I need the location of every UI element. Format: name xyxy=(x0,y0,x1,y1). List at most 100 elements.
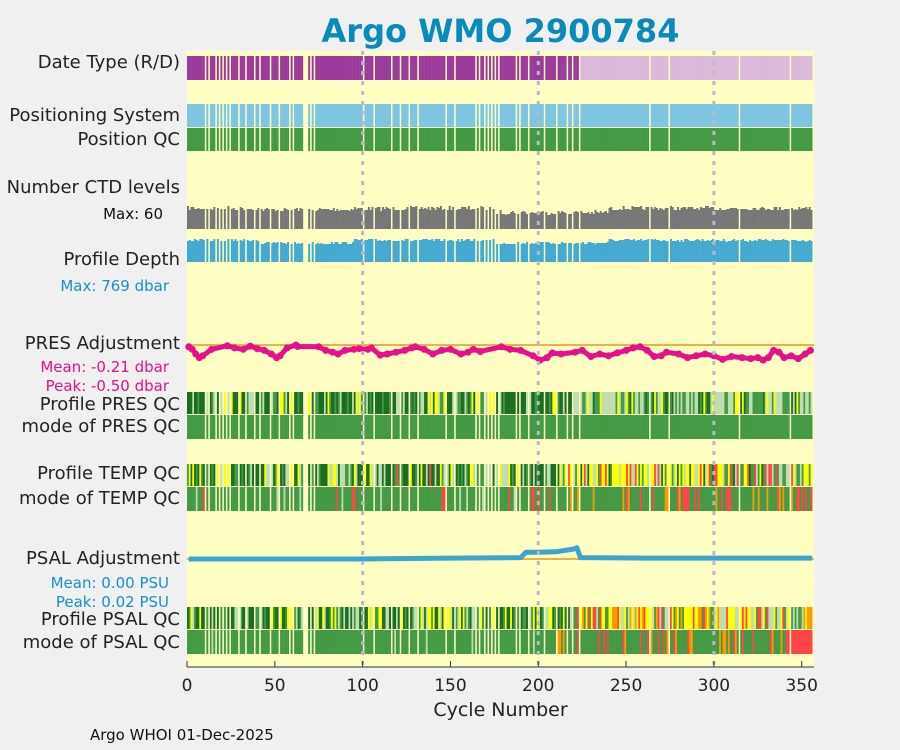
position-qc-bar xyxy=(297,128,300,151)
pres-qc-bar xyxy=(617,392,620,414)
date-type-bar xyxy=(726,56,729,80)
temp-qc-bar xyxy=(705,464,708,486)
position-qc-bar xyxy=(420,128,423,151)
profile-depth-max-note: Max: 769 dbar xyxy=(60,277,169,295)
temp-mode-bar xyxy=(446,487,449,511)
profile-depth-bar xyxy=(770,241,773,262)
psal-mode-bar xyxy=(438,630,441,654)
profile-depth-bar xyxy=(320,243,323,262)
pres-mode-bar xyxy=(641,415,644,439)
pres-mode-bar xyxy=(522,415,525,439)
temp-mode-bar xyxy=(525,487,528,511)
temp-qc-bar xyxy=(787,464,790,486)
psal-mode-bar xyxy=(257,630,260,654)
positioning-system-bar xyxy=(504,104,507,127)
temp-qc-bar xyxy=(311,464,314,486)
psal-mode-bar xyxy=(805,630,808,654)
positioning-system-bar xyxy=(327,104,330,127)
position-qc-bar xyxy=(603,128,606,151)
ctd-levels-bar xyxy=(353,207,356,229)
pres-mode-bar xyxy=(773,415,776,439)
pres-qc-bar xyxy=(682,392,685,414)
ctd-levels-bar xyxy=(446,210,449,229)
profile-depth-bar xyxy=(682,242,685,262)
date-type-bar xyxy=(255,56,258,80)
ctd-levels-bar xyxy=(383,209,386,229)
position-qc-bar xyxy=(374,128,377,151)
psal-mode-bar xyxy=(517,630,520,654)
ctd-levels-bar xyxy=(562,212,565,229)
profile-depth-bar xyxy=(513,244,516,262)
psal-mode-bar xyxy=(385,630,388,654)
ctd-levels-bar xyxy=(223,209,226,229)
temp-qc-bar xyxy=(251,464,254,486)
psal-mode-bar xyxy=(548,630,551,654)
pres-mode-bar xyxy=(787,415,790,439)
psal-qc-bar xyxy=(227,607,230,629)
ctd-levels-bar xyxy=(803,208,806,229)
ctd-levels-bar xyxy=(285,209,288,229)
pres-qc-bar xyxy=(450,392,453,414)
temp-qc-bar xyxy=(260,464,263,486)
position-qc-bar xyxy=(662,128,665,151)
pres-mode-bar xyxy=(613,415,616,439)
pres-mode-bar xyxy=(763,415,766,439)
pres-qc-bar xyxy=(696,392,699,414)
date-type-bar xyxy=(669,56,672,80)
pres-mode-bar xyxy=(480,415,483,439)
positioning-system-bar xyxy=(271,104,274,127)
pres-qc-bar xyxy=(615,392,618,414)
pres-qc-bar xyxy=(734,392,737,414)
temp-qc-bar xyxy=(211,464,214,486)
pres-mode-bar xyxy=(576,415,579,439)
pres-mode-bar xyxy=(733,415,736,439)
profile-depth-bar xyxy=(457,239,460,262)
date-type-bar xyxy=(673,56,676,80)
pres-qc-bar xyxy=(547,392,550,414)
temp-mode-bar xyxy=(397,487,400,511)
temp-qc-bar xyxy=(708,464,711,486)
position-qc-bar xyxy=(803,128,806,151)
temp-mode-bar xyxy=(374,487,377,511)
temp-mode-bar xyxy=(634,487,637,511)
pres-mode-bar xyxy=(708,415,711,439)
position-qc-bar xyxy=(327,128,330,151)
pres-adjustment-point xyxy=(684,354,692,362)
pres-qc-bar xyxy=(559,392,562,414)
temp-mode-bar xyxy=(799,487,802,511)
profile-depth-bar xyxy=(192,241,195,262)
pres-qc-bar xyxy=(241,392,244,414)
psal-qc-bar xyxy=(590,607,593,629)
ctd-levels-bar xyxy=(596,212,599,229)
ctd-levels-bar xyxy=(634,207,637,229)
pres-qc-bar xyxy=(427,392,430,414)
date-type-bar xyxy=(805,56,808,80)
x-tick-label: 250 xyxy=(610,676,642,696)
profile-depth-bar xyxy=(805,242,808,262)
position-qc-bar xyxy=(638,128,641,151)
ctd-levels-bar xyxy=(473,209,476,229)
temp-mode-bar xyxy=(750,487,753,511)
pres-qc-bar xyxy=(320,392,323,414)
date-type-bar xyxy=(650,56,653,80)
positioning-system-bar xyxy=(810,104,813,127)
date-type-bar xyxy=(415,56,418,80)
psal-mode-bar xyxy=(213,630,216,654)
pres-qc-bar xyxy=(548,392,551,414)
position-qc-bar xyxy=(597,128,600,151)
temp-qc-bar xyxy=(768,464,771,486)
position-qc-bar xyxy=(397,128,400,151)
date-type-bar xyxy=(687,56,690,80)
ctd-levels-bar xyxy=(573,212,576,229)
ctd-levels-bar xyxy=(808,207,811,229)
pres-mode-bar xyxy=(227,415,230,439)
x-tick-label: 100 xyxy=(346,676,378,696)
positioning-system-bar xyxy=(206,104,209,127)
date-type-bar xyxy=(246,56,249,80)
pres-qc-bar xyxy=(587,392,590,414)
temp-qc-bar xyxy=(276,464,279,486)
psal-mode-bar xyxy=(684,630,687,654)
temp-mode-bar xyxy=(747,487,750,511)
pres-qc-bar xyxy=(726,392,729,414)
temp-qc-bar xyxy=(796,464,799,486)
